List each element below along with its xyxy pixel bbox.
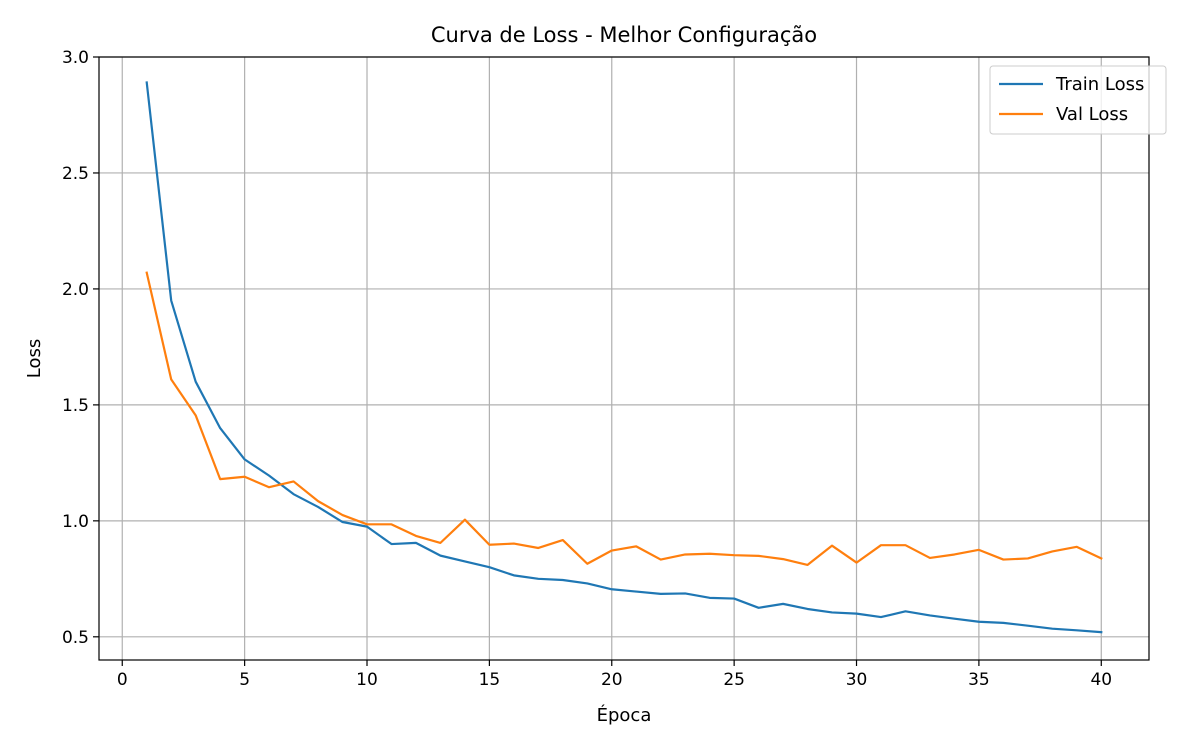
axis-ticks: 0 5 10 15 20 25 30 35 40 0.5 1.0 1.5 2.0 2.5 3.0 — [62, 48, 1112, 690]
x-tick-label: 30 — [846, 670, 868, 690]
x-tick-label: 5 — [239, 670, 250, 690]
x-tick-label: 35 — [968, 670, 990, 690]
plot-frame — [98, 56, 1150, 661]
x-tick-label: 25 — [723, 670, 745, 690]
series-line-train-loss — [145, 81, 1103, 634]
series-layer — [145, 81, 1103, 634]
y-tick-label: 0.5 — [62, 628, 89, 648]
chart-title: Curva de Loss - Melhor Configuração — [431, 23, 817, 47]
x-tick-label: 15 — [479, 670, 501, 690]
y-tick-label: 3.0 — [62, 48, 89, 68]
series-line-val-loss — [145, 271, 1103, 567]
x-tick-label: 40 — [1090, 670, 1112, 690]
legend-label-train-loss: Train Loss — [1055, 74, 1144, 95]
y-axis-label: Loss — [24, 339, 45, 378]
y-tick-label: 2.0 — [62, 280, 89, 300]
x-axis-label: Época — [597, 704, 652, 726]
legend-label-val-loss: Val Loss — [1056, 104, 1128, 125]
y-tick-label: 1.0 — [62, 512, 89, 532]
y-tick-label: 2.5 — [62, 164, 89, 184]
x-tick-label: 20 — [601, 670, 623, 690]
legend: Train Loss Val Loss — [989, 65, 1167, 135]
y-tick-label: 1.5 — [62, 396, 89, 416]
x-tick-label: 10 — [356, 670, 378, 690]
x-tick-label: 0 — [117, 670, 128, 690]
